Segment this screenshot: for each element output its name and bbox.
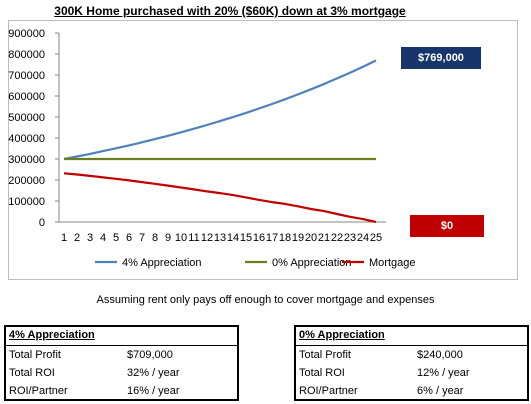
row-value: 6% / year [417, 385, 464, 397]
assumption-note: Assuming rent only pays off enough to co… [96, 294, 435, 306]
y-tick-label: 500000 [8, 112, 45, 124]
x-tick-label: 6 [126, 232, 132, 244]
x-tick-label: 2 [74, 232, 80, 244]
y-tick-label: 800000 [8, 49, 45, 61]
x-tick-label: 10 [175, 232, 187, 244]
line-chart: 0 100000 200000 300000 400000 500000 600000 700… [8, 28, 415, 269]
x-tick-label: 3 [87, 232, 93, 244]
legend-label: 4% Appreciation [122, 257, 202, 269]
row-label: ROI/Partner [9, 385, 68, 397]
y-tick-label: 200000 [8, 175, 45, 187]
summary-row: Total ROI 32% / year [6, 364, 237, 382]
x-tick-label: 14 [227, 232, 239, 244]
x-tick-label: 23 [344, 232, 356, 244]
row-label: Total ROI [9, 367, 55, 379]
x-tick-label: 17 [266, 232, 278, 244]
summary-box-title: 4% Appreciation [9, 329, 95, 341]
x-tick-label: 7 [139, 232, 145, 244]
y-tick-label: 100000 [8, 196, 45, 208]
callout-final-mortgage: $0 [410, 215, 484, 237]
x-tick-label: 25 [370, 232, 382, 244]
x-tick-label: 4 [100, 232, 106, 244]
row-label: Total Profit [299, 349, 351, 361]
row-label: ROI/Partner [299, 385, 358, 397]
x-tick-label: 18 [279, 232, 291, 244]
x-tick-label: 22 [331, 232, 343, 244]
series-line-3 [63, 172, 377, 224]
summary-row: Total Profit $240,000 [296, 346, 527, 364]
chart-frame [8, 20, 518, 280]
x-tick-label: 8 [152, 232, 158, 244]
x-tick-label: 24 [357, 232, 369, 244]
summary-row: ROI/Partner 16% / year [6, 382, 237, 400]
legend-label: 0% Appreciation [272, 257, 352, 269]
y-tick-label: 900000 [8, 28, 45, 40]
summary-row: Total Profit $709,000 [6, 346, 237, 364]
x-tick-label: 21 [318, 232, 330, 244]
row-value: $709,000 [127, 349, 173, 361]
y-tick-label: 400000 [8, 133, 45, 145]
x-tick-label: 9 [165, 232, 171, 244]
row-value: $240,000 [417, 349, 463, 361]
x-tick-label: 19 [292, 232, 304, 244]
legend-label: Mortgage [369, 257, 415, 269]
divider [296, 345, 527, 346]
y-tick-label: 0 [39, 217, 45, 229]
x-tick-label: 12 [201, 232, 213, 244]
x-tick-label: 5 [113, 232, 119, 244]
divider [6, 345, 237, 346]
summary-row: ROI/Partner 6% / year [296, 382, 527, 400]
x-tick-label: 1 [61, 232, 67, 244]
summary-box-0pct: 0% Appreciation Total Profit $240,000 To… [294, 325, 529, 401]
summary-box-4pct: 4% Appreciation Total Profit $709,000 To… [4, 325, 239, 401]
row-value: 12% / year [417, 367, 470, 379]
x-tick-label: 15 [240, 232, 252, 244]
y-tick-label: 700000 [8, 70, 45, 82]
callout-final-value: $769,000 [401, 47, 481, 69]
x-tick-label: 13 [214, 232, 226, 244]
chart-title: 300K Home purchased with 20% ($60K) down… [54, 4, 406, 18]
summary-row: Total ROI 12% / year [296, 364, 527, 382]
row-value: 32% / year [127, 367, 180, 379]
y-tick-label: 300000 [8, 154, 45, 166]
row-label: Total Profit [9, 349, 61, 361]
series-line-1 [63, 59, 377, 161]
row-label: Total ROI [299, 367, 345, 379]
summary-box-title: 0% Appreciation [299, 329, 385, 341]
x-tick-label: 16 [253, 232, 265, 244]
x-tick-label: 11 [188, 232, 199, 244]
row-value: 16% / year [127, 385, 180, 397]
x-tick-label: 20 [305, 232, 317, 244]
y-tick-label: 600000 [8, 91, 45, 103]
